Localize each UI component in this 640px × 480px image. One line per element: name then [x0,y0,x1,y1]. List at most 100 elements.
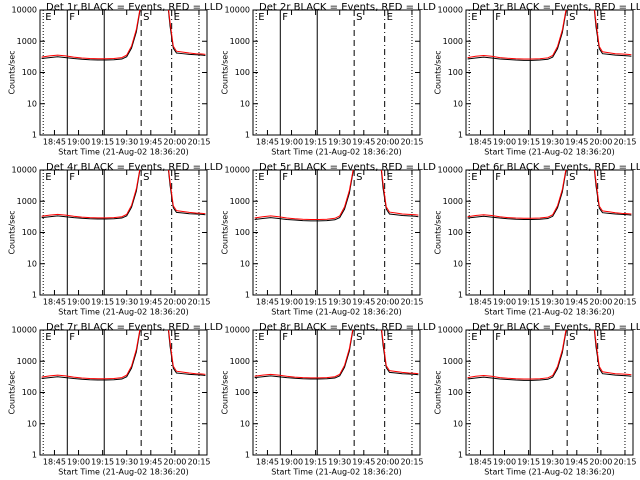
x-tick-label: 20:00 [376,458,399,467]
y-axis-label: Counts/sec [221,50,230,94]
event-label: E [174,12,180,23]
x-tick-label: 20:00 [163,138,186,147]
event-label: E [471,12,477,23]
event-label: E [600,332,606,343]
x-tick-label: 20:15 [187,458,210,467]
x-tick-label: 19:00 [67,458,90,467]
plot-frame [252,329,421,456]
x-tick-label: 19:15 [304,298,327,307]
x-axis-label: Start Time (21-Aug-02 18:36:20) [484,468,615,477]
y-axis-label: Counts/sec [221,210,230,254]
y-tick-label: 10 [453,99,463,108]
x-tick-label: 19:00 [280,138,303,147]
panel: 1 10 100 1000 10000 18:45 19:00 19:15 19:30 19:45… [8,2,224,157]
y-tick-label: 1000 [443,357,463,366]
y-tick-label: 1000 [17,197,37,206]
plot-frame [252,169,421,296]
x-tick-label: 20:00 [163,458,186,467]
y-tick-label: 1 [245,131,250,140]
panel: 1 10 100 1000 10000 18:45 19:00 19:15 19:30 19:45… [434,322,640,477]
x-tick-label: 18:45 [469,458,492,467]
event-label: E [600,12,606,23]
series-line [41,170,206,219]
event-label: E [174,332,180,343]
series-line [41,10,206,60]
x-tick-label: 19:30 [328,458,351,467]
x-tick-label: 18:45 [256,298,279,307]
event-label: S [356,12,362,23]
x-tick-label: 18:45 [43,298,66,307]
y-tick-label: 100 [22,228,37,237]
x-tick-label: 20:15 [613,458,636,467]
event-label: E [258,12,264,23]
y-tick-label: 100 [448,228,463,237]
x-tick-label: 19:15 [91,138,114,147]
y-tick-label: 10 [240,419,250,428]
x-tick-label: 20:15 [613,298,636,307]
y-tick-label: 100 [235,228,250,237]
event-label: S [143,172,149,183]
event-label: E [387,172,393,183]
x-tick-label: 18:45 [43,138,66,147]
series-line [254,170,419,222]
x-tick-label: 20:00 [376,298,399,307]
event-label: F [69,332,75,343]
chart-title: Det 8r BLACK = Events, RED = LLD [259,322,436,333]
chart-title: Det 9r BLACK = Events, RED = LLD [472,322,640,333]
x-axis-label: Start Time (21-Aug-02 18:36:20) [271,308,402,317]
event-label: E [258,172,264,183]
y-tick-label: 1 [32,451,37,460]
x-tick-label: 19:00 [493,138,516,147]
x-tick-label: 19:30 [328,298,351,307]
x-tick-label: 19:45 [352,458,375,467]
chart-title: Det 3r BLACK = Events, RED = LLD [472,2,640,13]
plot-frame [39,329,208,456]
chart-title: Det 7r BLACK = Events, RED = LLD [46,322,223,333]
x-axis-label: Start Time (21-Aug-02 18:36:20) [484,308,615,317]
y-tick-label: 100 [235,388,250,397]
series-line [467,170,632,219]
event-label: F [495,172,501,183]
y-tick-label: 100 [22,388,37,397]
event-label: S [569,12,575,23]
y-tick-label: 10 [453,419,463,428]
y-tick-label: 10000 [225,326,250,335]
series-line [467,330,632,380]
event-label: S [143,12,149,23]
event-label: F [69,172,75,183]
y-axis-label: Counts/sec [434,210,443,254]
x-tick-label: 19:15 [517,458,540,467]
event-label: E [45,172,51,183]
plot-frame [465,169,634,296]
y-axis-label: Counts/sec [8,210,17,254]
series-line [467,330,632,381]
x-tick-label: 20:15 [400,458,423,467]
panel: 1 10 100 1000 10000 18:45 19:00 19:15 19:30 19:45… [221,322,437,477]
x-tick-label: 19:15 [517,138,540,147]
panel: 1 10 100 1000 10000 18:45 19:00 19:15 19:30 19:45… [221,162,437,317]
series-line [254,170,419,221]
x-axis-label: Start Time (21-Aug-02 18:36:20) [484,148,615,157]
y-tick-label: 10 [240,99,250,108]
x-tick-label: 19:45 [139,138,162,147]
panel: 1 10 100 1000 10000 18:45 19:00 19:15 19:30 19:45… [8,322,224,477]
y-tick-label: 1 [32,291,37,300]
x-tick-label: 19:00 [280,458,303,467]
panel: 1 10 100 1000 10000 18:45 19:00 19:15 19:30 19:45… [434,162,640,317]
x-tick-label: 19:45 [565,138,588,147]
x-tick-label: 19:00 [67,138,90,147]
x-axis-label: Start Time (21-Aug-02 18:36:20) [271,148,402,157]
x-tick-label: 19:15 [517,298,540,307]
y-tick-label: 10 [27,419,37,428]
chart-title: Det 1r BLACK = Events, RED = LLD [46,2,223,13]
y-tick-label: 1000 [230,357,250,366]
series-line [467,10,632,61]
y-tick-label: 1000 [230,197,250,206]
chart-title: Det 6r BLACK = Events, RED = LLD [472,162,640,173]
panel: 1 10 100 1000 10000 18:45 19:00 19:15 19:30 19:45… [434,2,640,157]
y-tick-label: 10000 [438,326,463,335]
event-label: S [143,332,149,343]
series-line [467,10,632,60]
x-tick-label: 19:30 [541,138,564,147]
